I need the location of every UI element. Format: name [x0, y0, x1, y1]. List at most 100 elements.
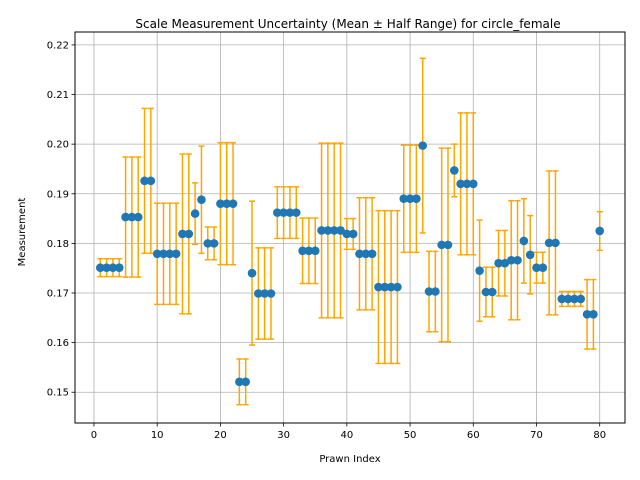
data-point: [462, 179, 472, 189]
data-point: [386, 282, 396, 292]
y-tick-label: 0.17: [47, 288, 69, 299]
x-tick-label: 40: [340, 430, 353, 441]
data-point: [393, 282, 402, 292]
data-points: [95, 141, 605, 387]
x-tick-label: 10: [151, 430, 164, 441]
data-point: [317, 226, 326, 235]
data-point: [437, 240, 446, 250]
data-point: [285, 208, 295, 217]
x-axis-label: Prawn Index: [319, 454, 380, 465]
data-point: [146, 176, 156, 186]
data-point: [184, 229, 194, 239]
data-point: [108, 263, 118, 272]
data-point: [582, 310, 592, 319]
data-point: [418, 141, 428, 150]
x-tick-label: 30: [277, 430, 290, 441]
data-point: [197, 195, 206, 205]
data-point: [412, 194, 421, 204]
data-point: [171, 249, 181, 259]
data-point: [475, 266, 484, 275]
x-tick-label: 70: [530, 430, 543, 441]
data-point: [165, 249, 175, 259]
data-point: [133, 212, 143, 222]
y-tick-label: 0.22: [47, 40, 69, 51]
data-point: [291, 208, 301, 217]
y-tick-label: 0.20: [47, 140, 69, 151]
data-point: [532, 263, 541, 272]
data-point: [241, 377, 250, 387]
data-point: [114, 263, 124, 272]
data-point: [380, 282, 390, 292]
data-point: [216, 199, 225, 208]
y-axis-label: Measurement: [17, 198, 28, 267]
x-tick-label: 50: [404, 430, 417, 441]
data-point: [355, 249, 364, 259]
x-tick-label: 80: [593, 430, 606, 441]
data-point: [519, 236, 529, 246]
data-point: [209, 239, 219, 248]
data-point: [222, 199, 232, 208]
data-point: [468, 179, 478, 189]
data-point: [557, 294, 567, 304]
data-point: [348, 229, 358, 239]
data-point: [95, 263, 105, 272]
data-point: [260, 289, 269, 298]
data-point: [570, 294, 579, 304]
y-tick-label: 0.15: [47, 388, 69, 399]
data-point: [563, 294, 573, 304]
data-point: [424, 287, 434, 296]
data-point: [551, 238, 560, 248]
data-point: [481, 287, 491, 297]
x-tick-label: 0: [91, 430, 97, 441]
data-point: [443, 240, 453, 250]
chart-title: Scale Measurement Uncertainty (Mean ± Ha…: [135, 17, 560, 31]
x-tick-label: 20: [214, 430, 227, 441]
data-point: [544, 238, 554, 248]
data-point: [405, 194, 415, 204]
y-tick-label: 0.16: [47, 338, 69, 349]
data-point: [367, 249, 377, 259]
x-axis-ticks: 0 10 20 30 40 50 60 70 80: [91, 423, 606, 441]
data-point: [494, 258, 503, 268]
data-point: [152, 249, 162, 259]
data-point: [595, 226, 605, 236]
data-point: [159, 249, 168, 259]
data-point: [336, 226, 345, 235]
data-point: [279, 208, 288, 217]
data-point: [228, 199, 238, 208]
data-point: [203, 239, 213, 248]
data-point: [576, 294, 586, 304]
data-point: [304, 246, 314, 256]
y-tick-label: 0.18: [47, 239, 69, 250]
data-point: [342, 229, 352, 239]
data-point: [102, 263, 111, 272]
data-point: [323, 226, 333, 235]
plot-area-frame: [74, 31, 626, 424]
data-point: [399, 194, 409, 204]
data-point: [589, 310, 598, 319]
data-point: [487, 287, 497, 297]
data-point: [254, 289, 263, 298]
data-point: [513, 255, 522, 265]
data-point: [121, 212, 130, 222]
data-point: [450, 166, 459, 175]
data-point: [538, 263, 548, 272]
data-point: [374, 282, 383, 292]
data-point: [329, 226, 339, 235]
data-point: [506, 255, 516, 265]
data-point: [298, 246, 307, 256]
data-point: [235, 377, 244, 387]
data-point: [266, 289, 276, 298]
data-point: [525, 250, 535, 260]
data-point: [456, 179, 465, 189]
data-point: [272, 208, 282, 217]
y-tick-label: 0.19: [47, 189, 69, 200]
x-tick-label: 60: [467, 430, 480, 441]
data-point: [190, 209, 200, 218]
data-point: [361, 249, 371, 259]
data-point: [140, 176, 149, 186]
y-tick-label: 0.21: [47, 90, 69, 101]
data-point: [310, 246, 320, 256]
